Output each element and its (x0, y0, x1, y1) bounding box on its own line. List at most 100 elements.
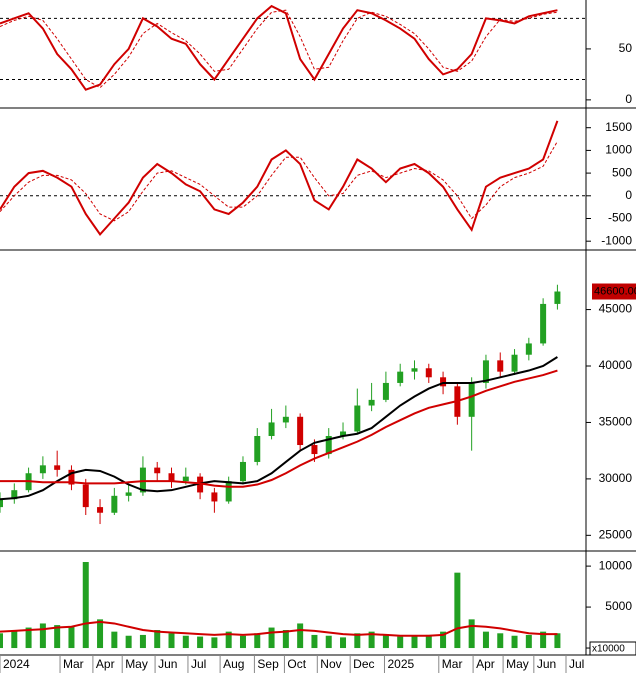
y-tick-label: 50 (619, 41, 633, 55)
candle-body (497, 360, 504, 372)
volume-bar (25, 627, 32, 649)
volume-bar (397, 636, 404, 649)
series-line (0, 120, 559, 236)
series-line (0, 9, 558, 89)
candle-body (397, 371, 404, 383)
candle-body (68, 469, 75, 485)
x-tick-label: Mar (442, 657, 463, 671)
candle-body (39, 465, 46, 474)
last-price-box (592, 283, 636, 300)
candle-body (211, 492, 218, 502)
candle-body (239, 461, 246, 482)
candle-body (11, 490, 18, 500)
x-tick-label: May (125, 657, 148, 671)
volume-bar (82, 562, 89, 649)
candle-body (254, 435, 261, 462)
y-tick-label: 5000 (605, 599, 632, 613)
volume-bar (125, 635, 132, 649)
y-tick-label: 1000 (605, 143, 632, 157)
y-tick-label: 1500 (605, 120, 632, 134)
x-tick-label: Apr (476, 657, 495, 671)
candle-body (340, 431, 347, 436)
candle-body (425, 368, 432, 378)
y-tick-label: 0 (625, 188, 632, 202)
candle-body (482, 360, 489, 383)
volume-bar (311, 634, 318, 649)
candle-body (297, 416, 304, 446)
volume-bar (0, 633, 3, 649)
unit-label: x10000 (592, 644, 625, 655)
last-price-label: 46600.00 (594, 285, 636, 297)
x-tick-label: Dec (353, 657, 374, 671)
volume-bar (511, 635, 518, 649)
volume-bar (139, 634, 146, 649)
volume-bar (382, 634, 389, 649)
volume-bar (97, 619, 104, 649)
series-line (0, 356, 558, 501)
volume-bar (411, 635, 418, 649)
volume-bar (182, 635, 189, 649)
candle-body (468, 382, 475, 417)
y-tick-label: -500 (608, 211, 632, 225)
volume-bar (368, 631, 375, 649)
volume-bar (468, 619, 475, 649)
x-tick-label: Sep (257, 657, 279, 671)
x-tick-label: Apr (96, 657, 115, 671)
volume-bar (168, 633, 175, 649)
volume-bar (254, 633, 261, 649)
candle-body (97, 507, 104, 513)
candle-body (139, 467, 146, 493)
series-line (0, 141, 558, 222)
volume-bar (154, 630, 161, 649)
x-tick-label: May (506, 657, 529, 671)
candle-body (111, 495, 118, 513)
volume-bar (325, 635, 332, 649)
x-tick-label: Oct (287, 657, 306, 671)
y-tick-label: 30000 (599, 471, 633, 485)
volume-bar (268, 627, 275, 649)
candle-body (154, 467, 161, 474)
x-tick-label: Jun (158, 657, 177, 671)
volume-bar (340, 637, 347, 649)
x-tick-label: Jul (569, 657, 584, 671)
y-tick-label: 500 (612, 165, 632, 179)
volume-bar (525, 634, 532, 649)
volume-bar (482, 631, 489, 649)
volume-bar (68, 626, 75, 649)
candle-body (511, 354, 518, 372)
candle-body (125, 492, 132, 496)
x-tick-label: Nov (320, 657, 341, 671)
volume-bar (211, 637, 218, 649)
x-tick-label: Jul (191, 657, 206, 671)
candle-body (525, 343, 532, 355)
candle-body (0, 499, 3, 508)
candle-body (54, 465, 61, 470)
candle-body (197, 476, 204, 493)
volume-bar (111, 631, 118, 649)
candle-body (168, 473, 175, 482)
x-tick-label: 2024 (3, 657, 30, 671)
candle-body (82, 484, 89, 508)
series-line (0, 620, 558, 637)
candle-body (268, 422, 275, 436)
candle-body (382, 382, 389, 400)
candle-body (354, 405, 361, 432)
volume-bar (39, 623, 46, 649)
series-line (0, 369, 558, 488)
volume-bar (197, 636, 204, 649)
y-tick-label: -1000 (601, 233, 632, 247)
volume-bar (454, 572, 461, 649)
candle-body (440, 377, 447, 387)
volume-bar (440, 631, 447, 649)
series-line (0, 4, 558, 91)
volume-bar (540, 631, 547, 649)
x-tick-label: 2025 (387, 657, 414, 671)
candle-body (182, 476, 189, 482)
candle-body (311, 445, 318, 455)
x-tick-label: Aug (223, 657, 244, 671)
candle-body (411, 368, 418, 372)
candle-body (325, 435, 332, 455)
unit-box (589, 641, 636, 656)
